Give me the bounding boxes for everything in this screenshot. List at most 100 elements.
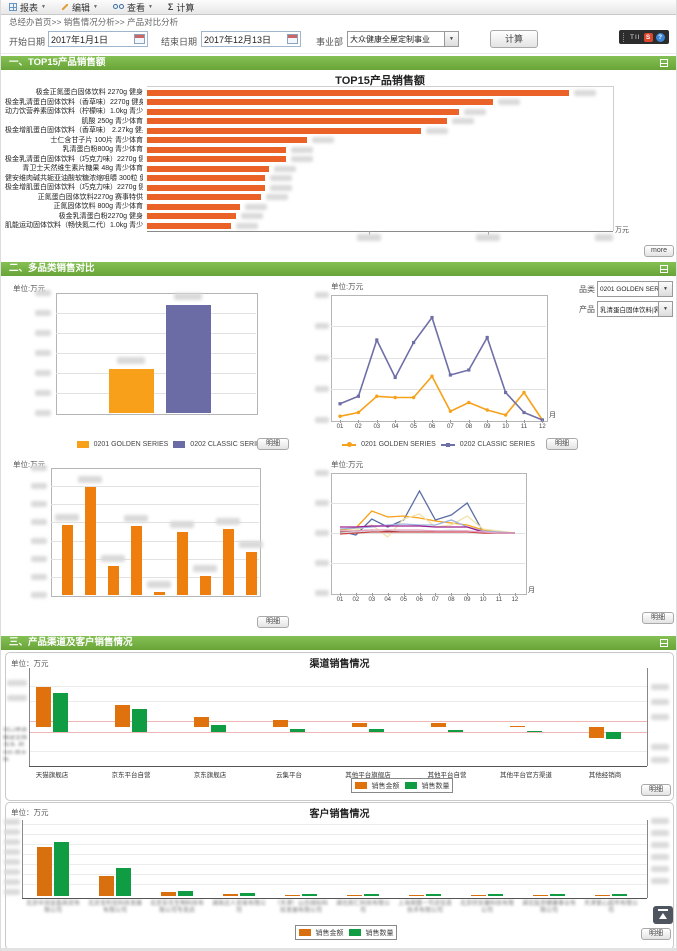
gridline — [51, 486, 259, 488]
chevron-down-icon[interactable]: ▼ — [658, 302, 672, 316]
top15-bar-label: 极金乳清蛋白粉2270g 健身 — [58, 212, 143, 220]
calc-button[interactable]: 计算 — [490, 30, 538, 48]
product-select[interactable]: 乳清蛋白固体饮料|乳清蛋 ▼ — [597, 301, 673, 317]
detail-button-product-line[interactable]: 明细 — [642, 612, 674, 624]
product-filter-label: 产品 — [579, 305, 595, 314]
redacted-value — [35, 330, 51, 336]
x-tick-label: 09 — [463, 597, 471, 603]
division-select[interactable]: 大众健康全屋定制事业 ▼ — [347, 31, 459, 47]
redacted-value — [270, 175, 293, 182]
chevron-down-icon[interactable]: ▼ — [658, 282, 672, 296]
redacted-value — [124, 515, 148, 523]
axis-line — [340, 593, 341, 596]
redacted-value — [101, 554, 125, 562]
x-tick-label: 10 — [502, 424, 509, 430]
axis-line — [483, 593, 485, 596]
gridline — [56, 333, 256, 334]
top15-bar — [147, 223, 232, 230]
axis-line — [542, 420, 544, 423]
gridline — [56, 313, 256, 314]
column-bar — [131, 526, 142, 595]
calendar-icon[interactable] — [134, 34, 145, 44]
chevron-down-icon: ▼ — [41, 4, 46, 10]
gridline — [51, 576, 259, 578]
floating-widget[interactable]: TII S ? — [619, 30, 669, 44]
unit-label: 单位:万元 — [13, 460, 46, 469]
arrow-up-icon — [659, 913, 667, 919]
category-select[interactable]: 0201 GOLDEN SERIES|0. ▼ — [597, 281, 673, 297]
top15-bar-label: 肌酸 250g 青少体育 — [81, 117, 143, 125]
chevron-down-icon[interactable]: ▼ — [444, 32, 458, 46]
redacted-value — [31, 591, 47, 598]
detail-button-customer[interactable]: 明细 — [641, 928, 671, 940]
x-tick-label: 04 — [391, 424, 399, 430]
top15-bar — [147, 108, 460, 115]
axis-line — [340, 420, 341, 423]
more-button[interactable]: more — [644, 245, 674, 257]
top15-bar-label: 乳清蛋白粉800g 青少体育 — [62, 146, 143, 154]
section3-title: 三、产品渠道及客户销售情况 — [9, 637, 133, 648]
help-icon[interactable]: ? — [655, 32, 665, 42]
axis-line — [524, 420, 525, 423]
redacted-value — [464, 108, 487, 115]
redacted-value — [315, 323, 329, 330]
x-tick-label: 09 — [483, 424, 491, 430]
gridline — [56, 393, 256, 394]
axis-line — [395, 420, 397, 423]
axis-line — [613, 86, 614, 231]
top15-bar-label: 士仁含甘子片 100片 青少体育 — [50, 136, 143, 144]
unit-label: 单位:万元 — [331, 460, 364, 469]
calendar-icon[interactable] — [287, 34, 298, 44]
redacted-value — [31, 519, 47, 526]
menu-report[interactable]: 报表 ▼ — [9, 1, 46, 14]
menu-edit[interactable]: 编辑 ▼ — [61, 1, 98, 14]
chevron-down-icon: ▼ — [147, 4, 153, 10]
redacted-value — [498, 99, 521, 106]
redacted-value — [31, 573, 47, 580]
collapse-icon[interactable] — [660, 59, 668, 67]
legend-label-golden: 0201 GOLDEN SERIES — [361, 441, 436, 448]
back-to-top-button[interactable] — [653, 906, 673, 924]
filter-bar: 开始日期 2017年1月1日 结束日期 2017年12月13日 事业部 大众健康… — [1, 27, 676, 54]
redacted-value — [274, 165, 297, 172]
share-icon[interactable]: S — [643, 32, 653, 42]
end-date-input[interactable]: 2017年12月13日 — [201, 31, 301, 47]
redacted-value — [312, 137, 335, 144]
legend-swatch-quantity — [348, 929, 361, 936]
channel-chart-title: 渠道销售情况 — [309, 659, 370, 670]
gridline — [56, 353, 256, 354]
legend-label-quantity: 销售数量 — [365, 929, 394, 937]
x-tick-label: 01 — [336, 424, 344, 430]
top15-bar-label: 动力饮营养素固体饮料（柠檬味）1.0kg 青少体育 — [5, 108, 143, 116]
footer-strip — [1, 948, 676, 951]
division-label: 事业部 — [316, 37, 344, 47]
collapse-icon[interactable] — [660, 265, 668, 273]
redacted-value — [174, 293, 202, 300]
legend-label-amount: 销售金额 — [315, 929, 344, 937]
section3-header: 三、产品渠道及客户销售情况 — [1, 636, 676, 650]
redacted-value — [216, 517, 240, 525]
axis-line — [355, 593, 357, 596]
customer-legend: 销售金额 销售数量 — [295, 925, 397, 940]
axis-line — [358, 420, 360, 423]
detail-button-product-bar[interactable]: 明细 — [257, 616, 289, 628]
detail-button-category-line[interactable]: 明细 — [546, 438, 578, 450]
redacted-value — [315, 500, 329, 506]
chevron-down-icon: ▼ — [92, 4, 98, 10]
collapse-icon[interactable] — [660, 639, 668, 647]
redacted-value — [315, 470, 329, 476]
start-date-input[interactable]: 2017年1月1日 — [48, 31, 148, 47]
x-tick-label: 01 — [336, 597, 344, 603]
x-tick-label: 02 — [352, 597, 360, 603]
detail-button-category-bar[interactable]: 明细 — [257, 438, 289, 450]
menu-calc[interactable]: Σ 计算 — [168, 1, 194, 14]
menu-view[interactable]: 查看 ▼ — [112, 1, 153, 14]
redacted-value — [315, 385, 329, 392]
drag-handle-icon[interactable] — [623, 32, 627, 42]
plot-area — [331, 295, 548, 422]
top15-bar-label: 健安维肉碱共轭亚油酸软糖浓缩咀嚼 300粒 健身 — [5, 174, 143, 182]
x-tick-label: 12 — [539, 424, 546, 430]
detail-button-channel[interactable]: 明细 — [641, 784, 671, 796]
menu-edit-label: 编辑 — [71, 2, 90, 13]
